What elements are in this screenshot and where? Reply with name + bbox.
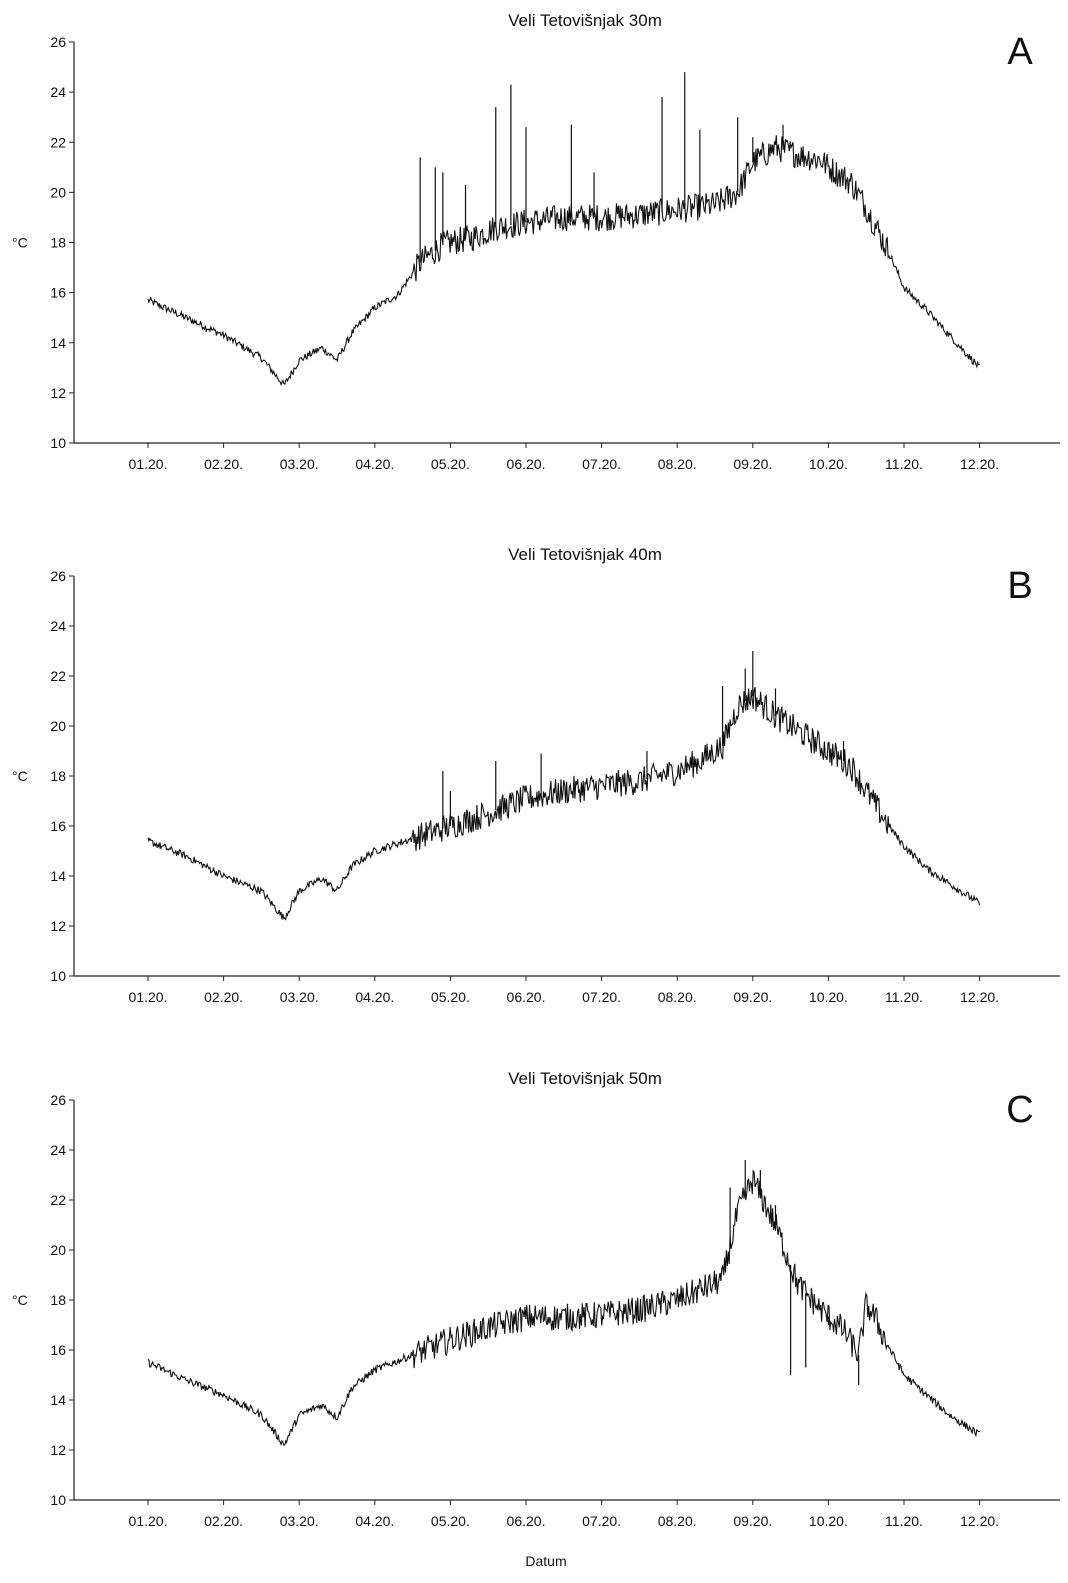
y-tick-label: 12 xyxy=(50,1442,66,1458)
temperature-line xyxy=(147,135,980,386)
y-tick-label: 26 xyxy=(50,1092,66,1108)
series-line xyxy=(147,135,980,386)
panel-letter: B xyxy=(1007,565,1032,607)
spike-marks xyxy=(442,651,845,829)
chart-panel-c: Veli Tetovišnjak 50m C °C 10 12 14 16 20 22 24… xyxy=(12,1069,1060,1529)
y-tick-label: 12 xyxy=(50,918,66,934)
x-tick-label: 10.20. xyxy=(809,1513,848,1529)
x-axis-label: Datum xyxy=(525,1553,566,1569)
y-tick-label: 20 xyxy=(50,718,66,734)
y-tick-label: 16 xyxy=(50,285,66,301)
y-tick-label: 22 xyxy=(50,134,66,150)
y-tick-label: 18 xyxy=(50,1292,66,1308)
x-tick-label: 09.20. xyxy=(733,456,772,472)
chart-title: Veli Tetovišnjak 40m xyxy=(508,545,662,564)
axes: 10 12 14 16 20 22 24 26 18 01.20. 02.20. 03.20. 04.2… xyxy=(50,34,1060,472)
x-tick-label: 08.20. xyxy=(658,1513,697,1529)
chart-panel-b: Veli Tetovišnjak 40m B °C 10 12 14 16 20 22 24… xyxy=(12,545,1060,1005)
spike-marks xyxy=(729,1160,860,1385)
axes: 10 12 14 16 20 22 24 26 18 01.20. 02.20. 03.20. 04.2… xyxy=(50,1092,1060,1529)
y-axis-label: °C xyxy=(12,1292,28,1308)
x-tick-label: 06.20. xyxy=(507,989,546,1005)
y-tick-label: 10 xyxy=(50,968,66,984)
x-tick-label: 11.20. xyxy=(885,989,923,1005)
x-tick-label: 01.20. xyxy=(129,1513,168,1529)
y-tick-label: 22 xyxy=(50,668,66,684)
x-tick-label: 07.20. xyxy=(582,989,621,1005)
x-tick-label: 02.20. xyxy=(204,1513,243,1529)
series-line xyxy=(147,687,981,921)
y-tick-label: 26 xyxy=(50,34,66,50)
x-tick-label: 03.20. xyxy=(280,456,319,472)
x-tick-label: 03.20. xyxy=(280,1513,319,1529)
x-tick-label: 10.20. xyxy=(809,989,848,1005)
y-tick-label: 18 xyxy=(50,235,66,251)
x-tick-label: 06.20. xyxy=(507,456,546,472)
temperature-line xyxy=(147,1169,980,1447)
x-tick-label: 02.20. xyxy=(204,989,243,1005)
x-tick-label: 10.20. xyxy=(809,456,848,472)
x-tick-label: 07.20. xyxy=(582,1513,621,1529)
axes: 10 12 14 16 20 22 24 26 18 01.20. 02.20. 03.20. 04.2… xyxy=(50,568,1060,1005)
y-tick-label: 22 xyxy=(50,1192,66,1208)
chart-title: Veli Tetovišnjak 30m xyxy=(508,11,662,30)
x-tick-label: 08.20. xyxy=(658,456,697,472)
y-tick-label: 24 xyxy=(50,1142,66,1158)
y-tick-label: 20 xyxy=(50,184,66,200)
x-tick-label: 05.20. xyxy=(431,456,470,472)
panel-letter: C xyxy=(1006,1089,1033,1131)
x-tick-label: 12.20. xyxy=(960,989,999,1005)
x-tick-label: 09.20. xyxy=(733,1513,772,1529)
x-tick-label: 05.20. xyxy=(431,1513,470,1529)
spike-marks xyxy=(419,72,784,263)
x-tick-label: 05.20. xyxy=(431,989,470,1005)
y-tick-label: 16 xyxy=(50,1342,66,1358)
y-tick-label: 14 xyxy=(50,335,66,351)
x-tick-label: 06.20. xyxy=(507,1513,546,1529)
y-tick-label: 10 xyxy=(50,1492,66,1508)
x-tick-label: 01.20. xyxy=(129,456,168,472)
x-tick-label: 04.20. xyxy=(355,989,394,1005)
chart-panel-a: Veli Tetovišnjak 30m A °C 10 12 14 16 20 22 24… xyxy=(12,11,1060,472)
y-tick-label: 10 xyxy=(50,435,66,451)
chart-title: Veli Tetovišnjak 50m xyxy=(508,1069,662,1088)
y-tick-label: 24 xyxy=(50,84,66,100)
x-tick-label: 11.20. xyxy=(885,1513,923,1529)
y-tick-label: 18 xyxy=(50,768,66,784)
y-tick-label: 14 xyxy=(50,1392,66,1408)
y-axis-label: °C xyxy=(12,768,28,784)
y-tick-label: 26 xyxy=(50,568,66,584)
x-tick-label: 11.20. xyxy=(885,456,923,472)
x-tick-label: 02.20. xyxy=(204,456,243,472)
x-tick-label: 09.20. xyxy=(733,989,772,1005)
x-tick-label: 12.20. xyxy=(960,456,999,472)
x-tick-label: 03.20. xyxy=(280,989,319,1005)
y-tick-label: 14 xyxy=(50,868,66,884)
y-axis-label: °C xyxy=(12,235,28,251)
panel-letter: A xyxy=(1007,31,1033,73)
y-tick-label: 12 xyxy=(50,385,66,401)
series-line xyxy=(147,1169,980,1447)
x-tick-label: 12.20. xyxy=(960,1513,999,1529)
y-tick-label: 16 xyxy=(50,818,66,834)
x-tick-label: 01.20. xyxy=(129,989,168,1005)
x-tick-label: 08.20. xyxy=(658,989,697,1005)
x-tick-label: 04.20. xyxy=(355,1513,394,1529)
x-tick-label: 07.20. xyxy=(582,456,621,472)
y-tick-label: 20 xyxy=(50,1242,66,1258)
temperature-line xyxy=(147,687,981,921)
y-tick-label: 24 xyxy=(50,618,66,634)
x-tick-label: 04.20. xyxy=(355,456,394,472)
